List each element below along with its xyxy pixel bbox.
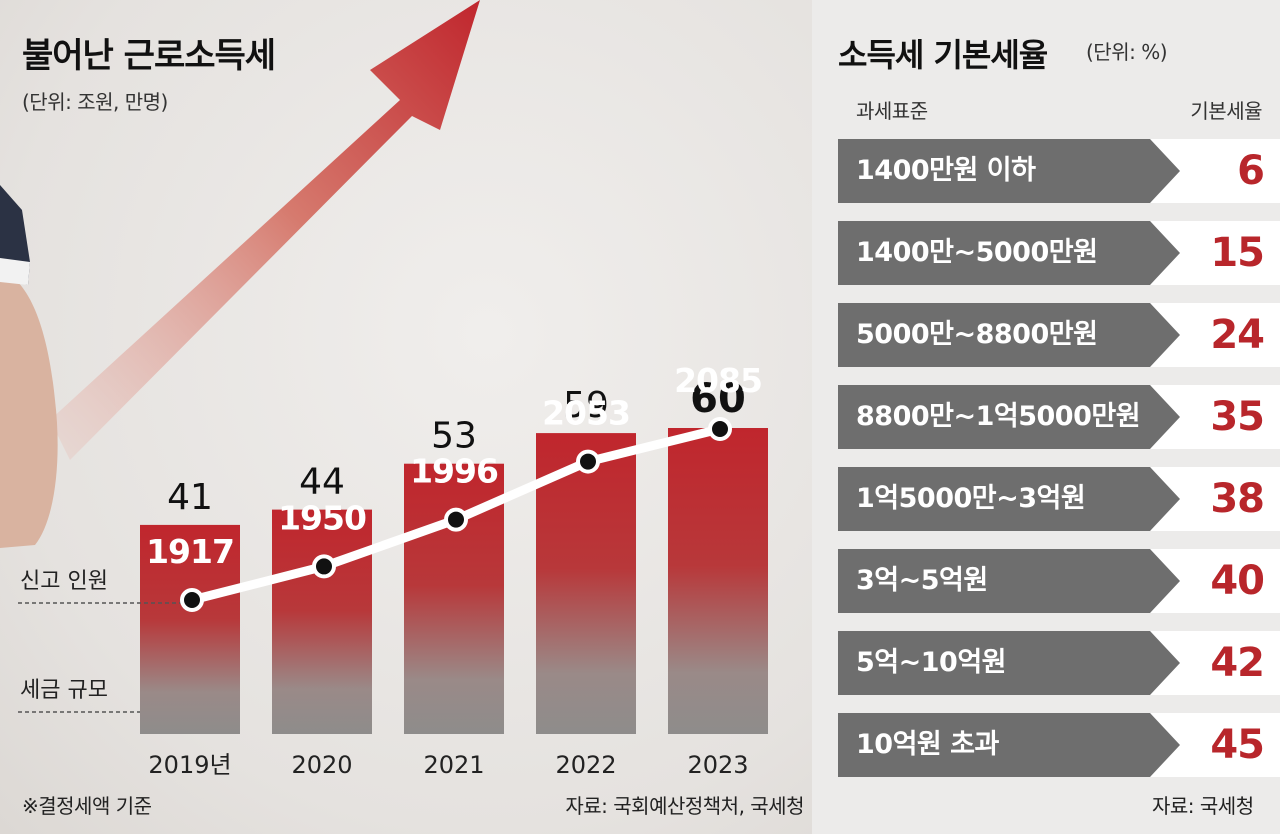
tax-rate-source: 자료: 국세청 bbox=[1152, 794, 1254, 818]
rate-value: 35 bbox=[1210, 394, 1265, 440]
bracket-label-box bbox=[838, 385, 1158, 449]
tax-bar-line-chart: 41 44 53 59 60 신고 인원 세금 규모 1917 1950 1996 2053 2… bbox=[18, 361, 768, 779]
tax-rate-row: 1억5000만~3억원 38 bbox=[838, 467, 1280, 531]
rate-value: 38 bbox=[1210, 476, 1265, 522]
x-tick-label: 2023 bbox=[687, 751, 748, 779]
tax-rate-row: 10억원 초과 45 bbox=[838, 713, 1280, 777]
x-tick-label: 2022 bbox=[555, 751, 616, 779]
tax-value-label: 41 bbox=[167, 477, 213, 518]
bracket-label: 10억원 초과 bbox=[856, 729, 999, 760]
rate-value: 45 bbox=[1210, 722, 1265, 768]
bracket-label: 1억5000만~3억원 bbox=[856, 483, 1086, 514]
bracket-label-box bbox=[838, 713, 1158, 777]
tax-rate-row: 5억~10억원 42 bbox=[838, 631, 1280, 695]
rate-value: 42 bbox=[1210, 640, 1265, 686]
people-point bbox=[444, 507, 468, 532]
tax-bar bbox=[272, 509, 372, 734]
rate-value: 40 bbox=[1210, 558, 1265, 604]
x-tick-label: 2019년 bbox=[148, 751, 231, 779]
bracket-label-box bbox=[838, 303, 1158, 367]
tax-legend-label: 세금 규모 bbox=[20, 678, 108, 703]
x-tick-label: 2021 bbox=[423, 751, 484, 779]
people-value-label: 2053 bbox=[542, 394, 630, 433]
rate-value: 6 bbox=[1237, 148, 1265, 194]
tax-rate-title: 소득세 기본세율 bbox=[838, 36, 1048, 74]
bracket-label-box bbox=[838, 139, 1158, 203]
decorative-illustration bbox=[0, 0, 480, 548]
people-point bbox=[576, 449, 600, 474]
bracket-column-header: 과세표준 bbox=[856, 99, 928, 123]
rate-column-header: 기본세율 bbox=[1190, 99, 1262, 123]
bracket-label: 3억~5억원 bbox=[856, 565, 988, 596]
bracket-label: 5억~10억원 bbox=[856, 647, 1007, 678]
tax-rate-row: 5000만~8800만원 24 bbox=[838, 303, 1280, 367]
hand-illustration bbox=[0, 185, 58, 548]
people-point bbox=[180, 588, 204, 612]
rate-value: 15 bbox=[1210, 230, 1265, 276]
bracket-label: 1400만원 이하 bbox=[856, 155, 1036, 186]
tax-value-label: 53 bbox=[431, 416, 477, 457]
tax-rate-row: 1400만원 이하 6 bbox=[838, 139, 1280, 203]
bracket-label: 5000만~8800만원 bbox=[856, 319, 1098, 350]
people-legend-label: 신고 인원 bbox=[20, 569, 108, 594]
tax-rate-row: 3억~5억원 40 bbox=[838, 549, 1280, 613]
people-value-label: 1950 bbox=[278, 498, 366, 537]
bracket-label: 8800만~1억5000만원 bbox=[856, 401, 1141, 432]
people-point bbox=[708, 417, 732, 441]
bracket-label-box bbox=[838, 221, 1158, 285]
x-tick-label: 2020 bbox=[291, 751, 352, 779]
chart-unit: (단위: 조원, 만명) bbox=[22, 90, 168, 114]
chart-source: 자료: 국회예산정책처, 국세청 bbox=[565, 794, 804, 818]
tax-value-label: 44 bbox=[299, 462, 345, 503]
tax-bar bbox=[668, 428, 768, 734]
people-value-label: 1996 bbox=[410, 452, 498, 491]
people-point bbox=[312, 554, 336, 579]
tax-rate-unit: (단위: %) bbox=[1086, 40, 1168, 64]
tax-value-label: 60 bbox=[690, 376, 746, 422]
footnote: ※결정세액 기준 bbox=[22, 794, 152, 818]
people-value-label: 1917 bbox=[146, 532, 234, 571]
bracket-label-box bbox=[838, 631, 1158, 695]
people-value-label: 2085 bbox=[674, 361, 762, 400]
tax-bar bbox=[140, 524, 240, 734]
bracket-label: 1400만~5000만원 bbox=[856, 237, 1098, 268]
tax-rate-row: 1400만~5000만원 15 bbox=[838, 221, 1280, 285]
bracket-label-box bbox=[838, 467, 1158, 531]
tax-value-label: 59 bbox=[563, 385, 609, 426]
chart-title: 불어난 근로소득세 bbox=[22, 36, 276, 76]
rate-value: 24 bbox=[1210, 312, 1265, 358]
tax-rate-row: 8800만~1억5000만원 35 bbox=[838, 385, 1280, 449]
bracket-label-box bbox=[838, 549, 1158, 613]
tax-bar bbox=[536, 433, 636, 734]
rising-arrow-icon bbox=[50, 0, 480, 460]
